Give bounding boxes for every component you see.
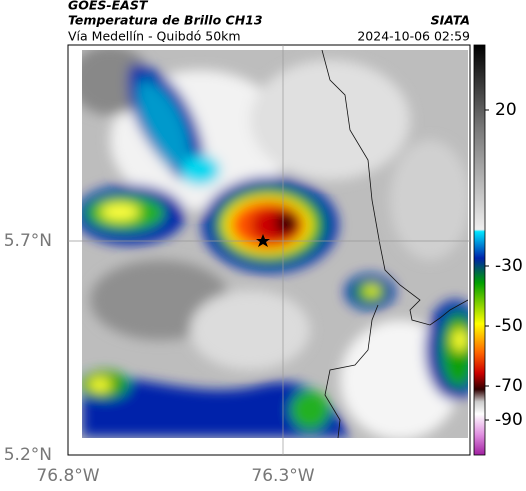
brand: SIATA xyxy=(431,13,470,28)
colorbar-label: -50 xyxy=(495,316,523,336)
colorbar xyxy=(473,44,486,456)
lat-label: 5.2°N xyxy=(4,445,52,465)
lat-label: 5.7°N xyxy=(4,231,52,251)
title: Temperatura de Brillo CH13 xyxy=(68,13,263,28)
colorbar-label: -30 xyxy=(495,256,523,276)
lon-label: 76.8°W xyxy=(36,466,99,486)
colorbar-label: 20 xyxy=(495,100,517,120)
colorbar-label: -90 xyxy=(495,410,523,430)
timestamp: 2024-10-06 02:59 xyxy=(357,29,470,44)
subtitle: Vía Medellín - Quibdó 50km xyxy=(68,29,241,44)
location-marker xyxy=(256,234,270,247)
satellite-image xyxy=(82,50,468,438)
source: GOES-EAST xyxy=(68,0,149,13)
colorbar-label: -70 xyxy=(495,376,523,396)
lon-label: 76.3°W xyxy=(251,466,314,486)
